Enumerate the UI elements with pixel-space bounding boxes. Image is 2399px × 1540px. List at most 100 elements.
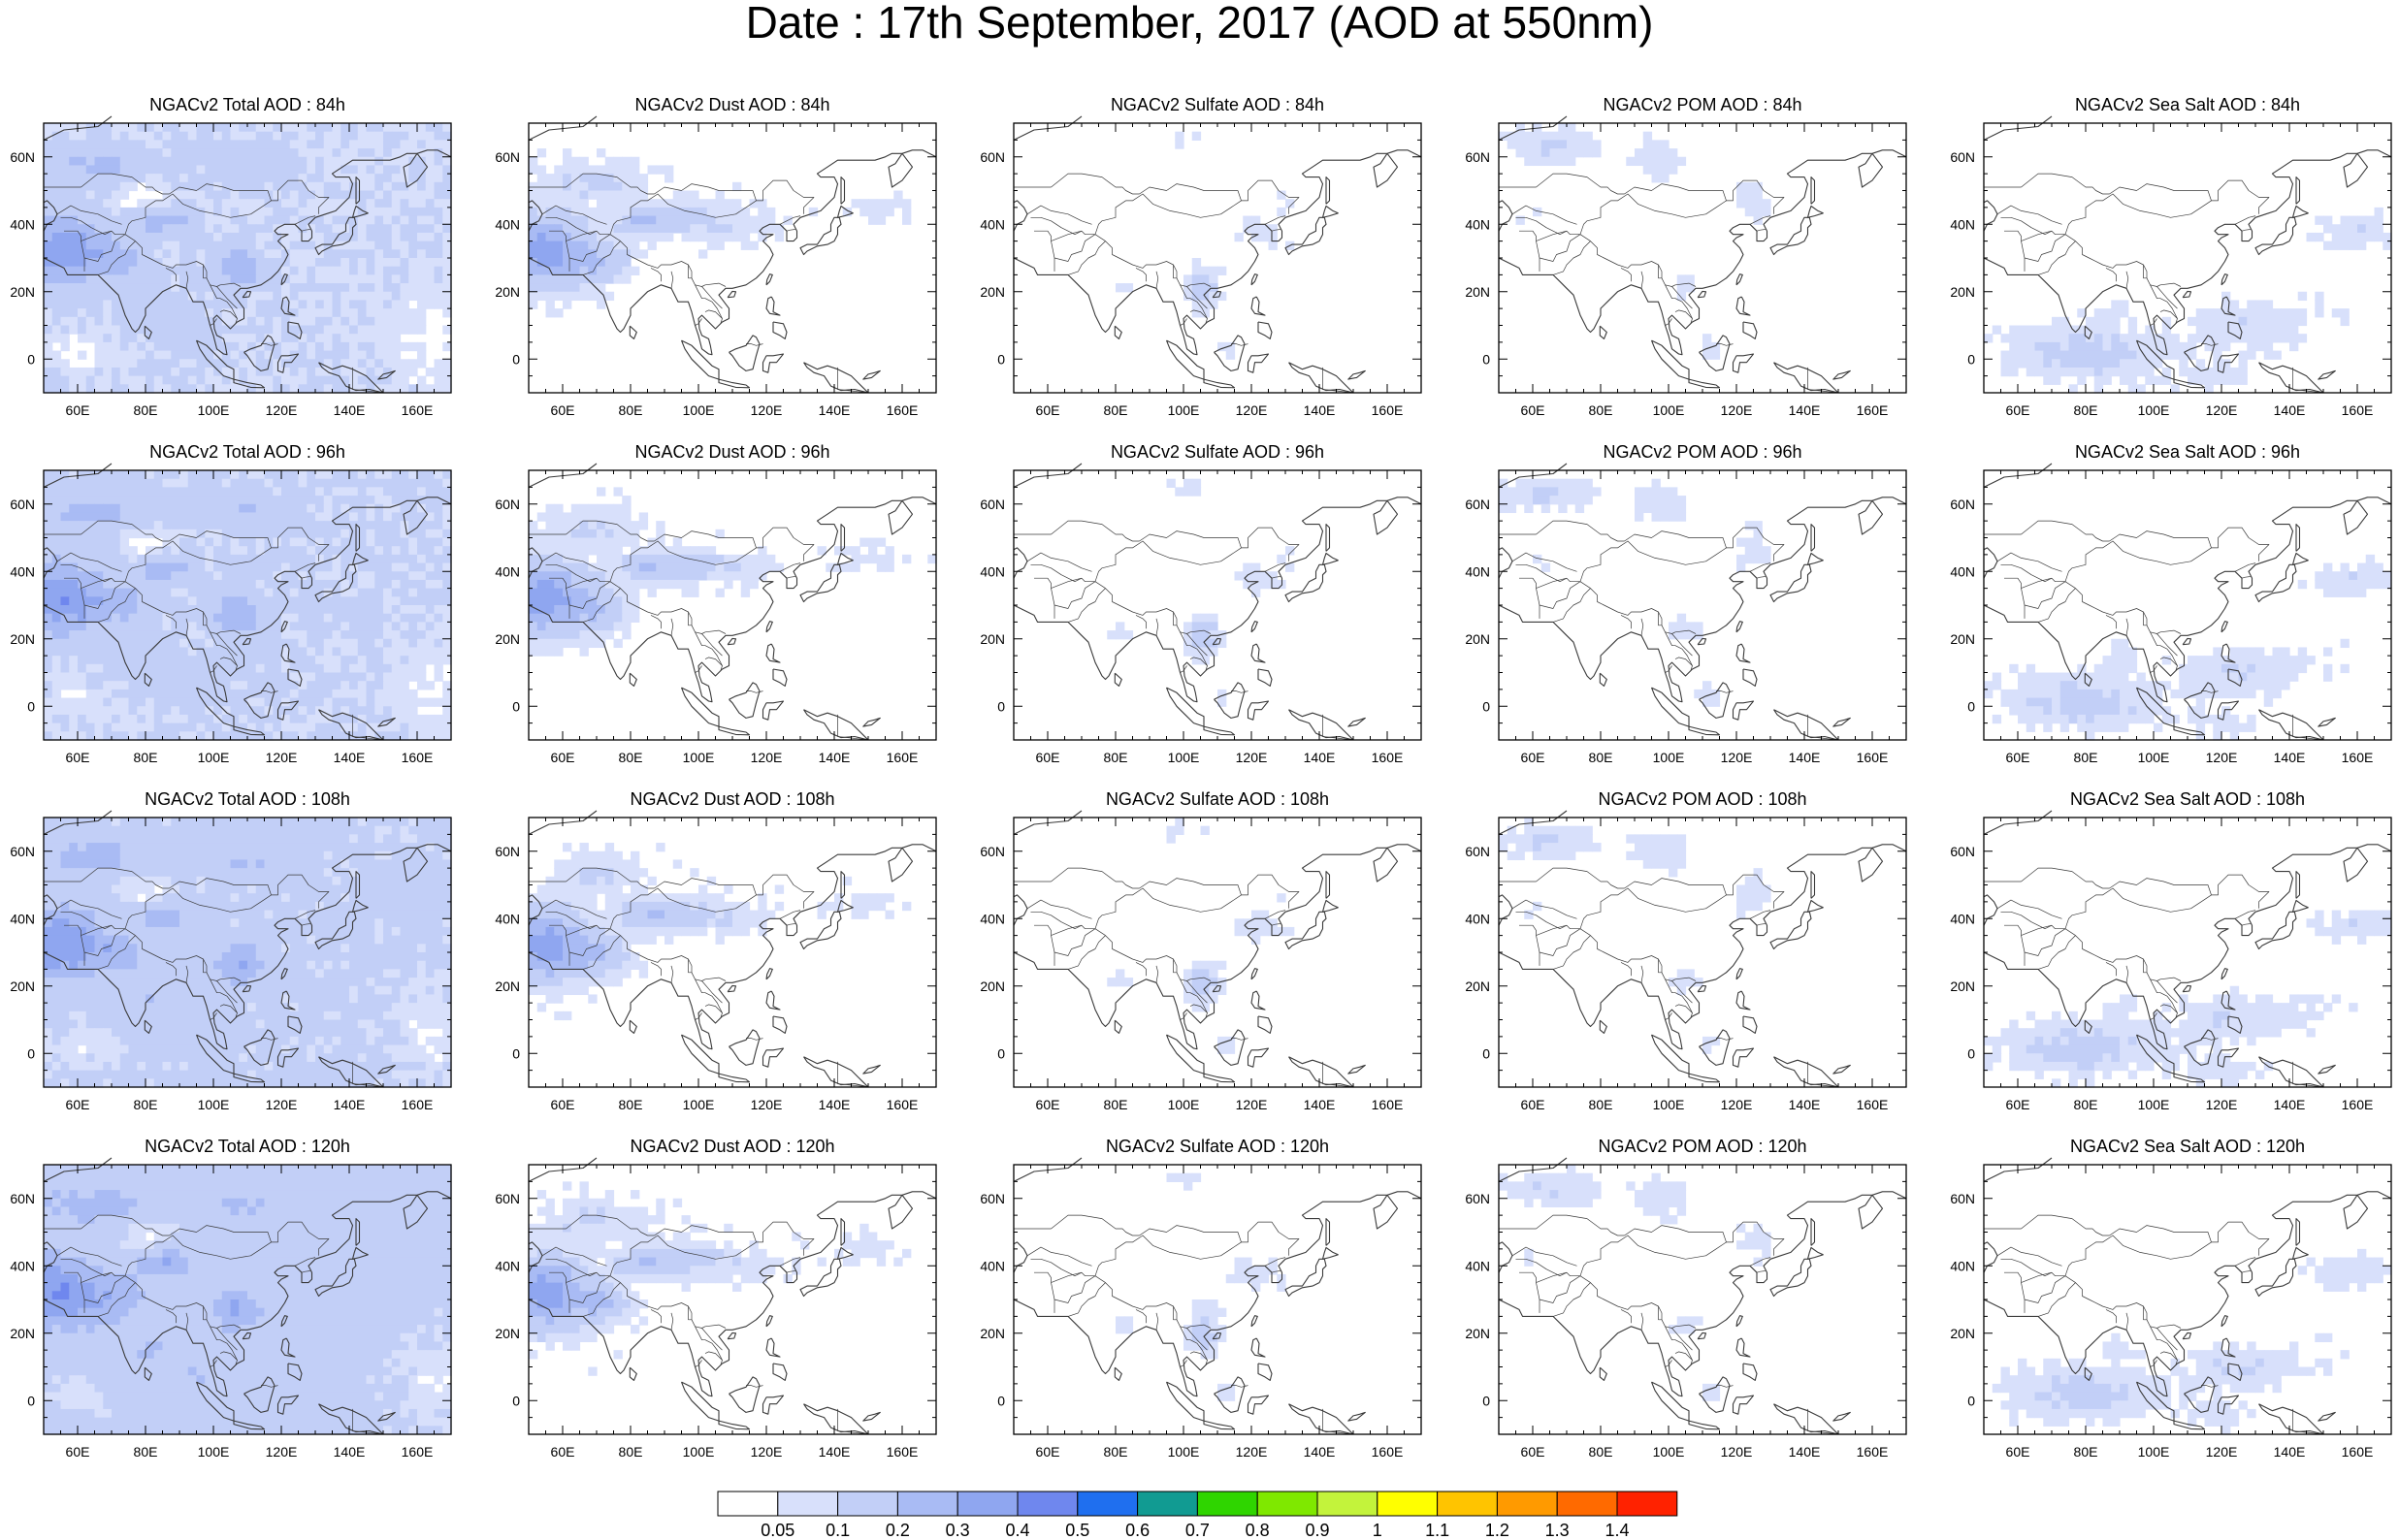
lon-tick-label: 160E xyxy=(402,402,434,418)
lon-tick-label: 160E xyxy=(1857,402,1889,418)
axis-ticks xyxy=(1498,122,1907,394)
map-frame xyxy=(528,1164,937,1435)
lon-tick-label: 120E xyxy=(1236,1444,1268,1460)
map-panel: NGACv2 Total AOD : 84h 60N 40N 20N 0 60E 80E 10… xyxy=(10,95,452,418)
axis-ticks xyxy=(1498,817,1907,1088)
aod-field xyxy=(44,818,452,1088)
lat-tick-label: 60N xyxy=(495,1191,520,1206)
lat-tick-label: 0 xyxy=(512,1045,520,1061)
lat-tick-label: 20N xyxy=(980,979,1005,994)
map-panel: NGACv2 POM AOD : 96h 60N 40N 20N 0 60E 80E 100E… xyxy=(1465,442,1907,765)
colorbar-swatch xyxy=(1437,1491,1498,1517)
aod-field xyxy=(1116,131,1295,360)
lat-tick-label: 40N xyxy=(10,1258,35,1273)
lat-tick-label: 60N xyxy=(1465,1191,1490,1206)
axis-ticks xyxy=(528,469,937,741)
axis-ticks xyxy=(528,817,937,1088)
lon-tick-label: 140E xyxy=(819,1097,851,1112)
lon-tick-label: 60E xyxy=(2006,402,2030,418)
lat-tick-label: 60N xyxy=(1950,497,1975,512)
lat-tick-label: 20N xyxy=(1950,631,1975,647)
lon-tick-label: 160E xyxy=(402,750,434,765)
lon-tick-label: 60E xyxy=(551,1097,575,1112)
aod-field xyxy=(44,1165,452,1435)
panel-title: NGACv2 Dust AOD : 84h xyxy=(634,95,829,114)
colorbar-swatch xyxy=(1377,1491,1439,1517)
lon-tick-label: 120E xyxy=(1236,750,1268,765)
lon-tick-label: 160E xyxy=(1857,750,1889,765)
colorbar-swatch xyxy=(1616,1491,1678,1517)
lat-tick-label: 0 xyxy=(512,1393,520,1408)
lat-tick-label: 0 xyxy=(997,1393,1005,1408)
lat-tick-label: 0 xyxy=(1482,1045,1490,1061)
lat-tick-label: 40N xyxy=(495,1258,520,1273)
lon-tick-label: 100E xyxy=(1653,402,1685,418)
aod-field xyxy=(529,843,912,1021)
page-title: Date : 17th September, 2017 (AOD at 550n… xyxy=(745,0,1654,48)
lat-tick-label: 40N xyxy=(10,563,35,579)
lon-tick-label: 120E xyxy=(751,402,783,418)
lon-tick-label: 80E xyxy=(1104,1444,1128,1460)
lon-tick-label: 80E xyxy=(1104,402,1128,418)
lon-tick-label: 60E xyxy=(551,402,575,418)
map-frame xyxy=(1013,122,1422,394)
lat-tick-label: 40N xyxy=(1465,911,1490,926)
lat-tick-label: 20N xyxy=(495,284,520,300)
lon-tick-label: 80E xyxy=(619,750,643,765)
map-outlines xyxy=(43,463,452,741)
lon-tick-label: 120E xyxy=(1236,1097,1268,1112)
aod-field xyxy=(44,470,452,741)
lon-tick-label: 80E xyxy=(1104,1097,1128,1112)
lon-tick-label: 60E xyxy=(1036,402,1060,418)
map-frame xyxy=(1983,122,2392,394)
map-panel: NGACv2 Total AOD : 120h 60N 40N 20N 0 60E 80E 1… xyxy=(10,1137,452,1460)
axis-ticks xyxy=(1983,817,2392,1088)
map-outlines xyxy=(1498,1157,1907,1435)
map-panel: NGACv2 Dust AOD : 84h 60N 40N 20N 0 60E 80E 100… xyxy=(495,95,937,418)
lon-tick-label: 160E xyxy=(1372,1097,1404,1112)
panel-title: NGACv2 Total AOD : 120h xyxy=(145,1137,350,1156)
lat-tick-label: 60N xyxy=(980,844,1005,859)
map-frame xyxy=(1498,1164,1907,1435)
lat-tick-label: 40N xyxy=(1465,216,1490,232)
lat-tick-label: 40N xyxy=(1465,1258,1490,1273)
lon-tick-label: 140E xyxy=(334,1444,366,1460)
aod-field xyxy=(44,123,452,394)
lon-tick-label: 140E xyxy=(334,1097,366,1112)
lon-tick-label: 60E xyxy=(1521,402,1545,418)
axis-ticks xyxy=(1983,469,2392,741)
axis-ticks xyxy=(1013,122,1422,394)
map-panel: NGACv2 Sulfate AOD : 96h 60N 40N 20N 0 60E 80E… xyxy=(980,442,1422,765)
lat-tick-label: 0 xyxy=(997,1045,1005,1061)
lat-tick-label: 0 xyxy=(997,698,1005,714)
map-outlines xyxy=(1983,1157,2392,1435)
aod-field xyxy=(1116,1172,1286,1401)
lon-tick-label: 120E xyxy=(751,750,783,765)
lon-tick-label: 60E xyxy=(1521,1097,1545,1112)
lon-tick-label: 100E xyxy=(2138,750,2170,765)
colorbar-swatch xyxy=(1077,1491,1139,1517)
lat-tick-label: 20N xyxy=(980,631,1005,647)
lon-tick-label: 160E xyxy=(2342,402,2374,418)
colorbar-swatch xyxy=(1496,1491,1558,1517)
panel-title: NGACv2 Sea Salt AOD : 108h xyxy=(2070,789,2305,809)
lon-tick-label: 100E xyxy=(198,1097,230,1112)
lon-tick-label: 120E xyxy=(266,1444,298,1460)
lon-tick-label: 80E xyxy=(1589,1444,1613,1460)
lon-tick-label: 80E xyxy=(619,1097,643,1112)
colorbar-label: 0.7 xyxy=(1185,1521,1210,1540)
map-panel: NGACv2 POM AOD : 84h 60N 40N 20N 0 60E 80E 100E… xyxy=(1465,95,1907,418)
lon-tick-label: 80E xyxy=(2074,750,2098,765)
lon-tick-label: 100E xyxy=(1653,1097,1685,1112)
aod-field xyxy=(1984,207,2392,394)
map-panel: NGACv2 Sulfate AOD : 84h 60N 40N 20N 0 60E 80E… xyxy=(980,95,1422,418)
lon-tick-label: 100E xyxy=(198,1444,230,1460)
lat-tick-label: 40N xyxy=(980,1258,1005,1273)
colorbar-label: 0.05 xyxy=(761,1521,794,1540)
axis-ticks xyxy=(528,1164,937,1435)
lon-tick-label: 120E xyxy=(266,402,298,418)
colorbar-label: 0.1 xyxy=(826,1521,850,1540)
lat-tick-label: 40N xyxy=(1465,563,1490,579)
lon-tick-label: 60E xyxy=(551,1444,575,1460)
